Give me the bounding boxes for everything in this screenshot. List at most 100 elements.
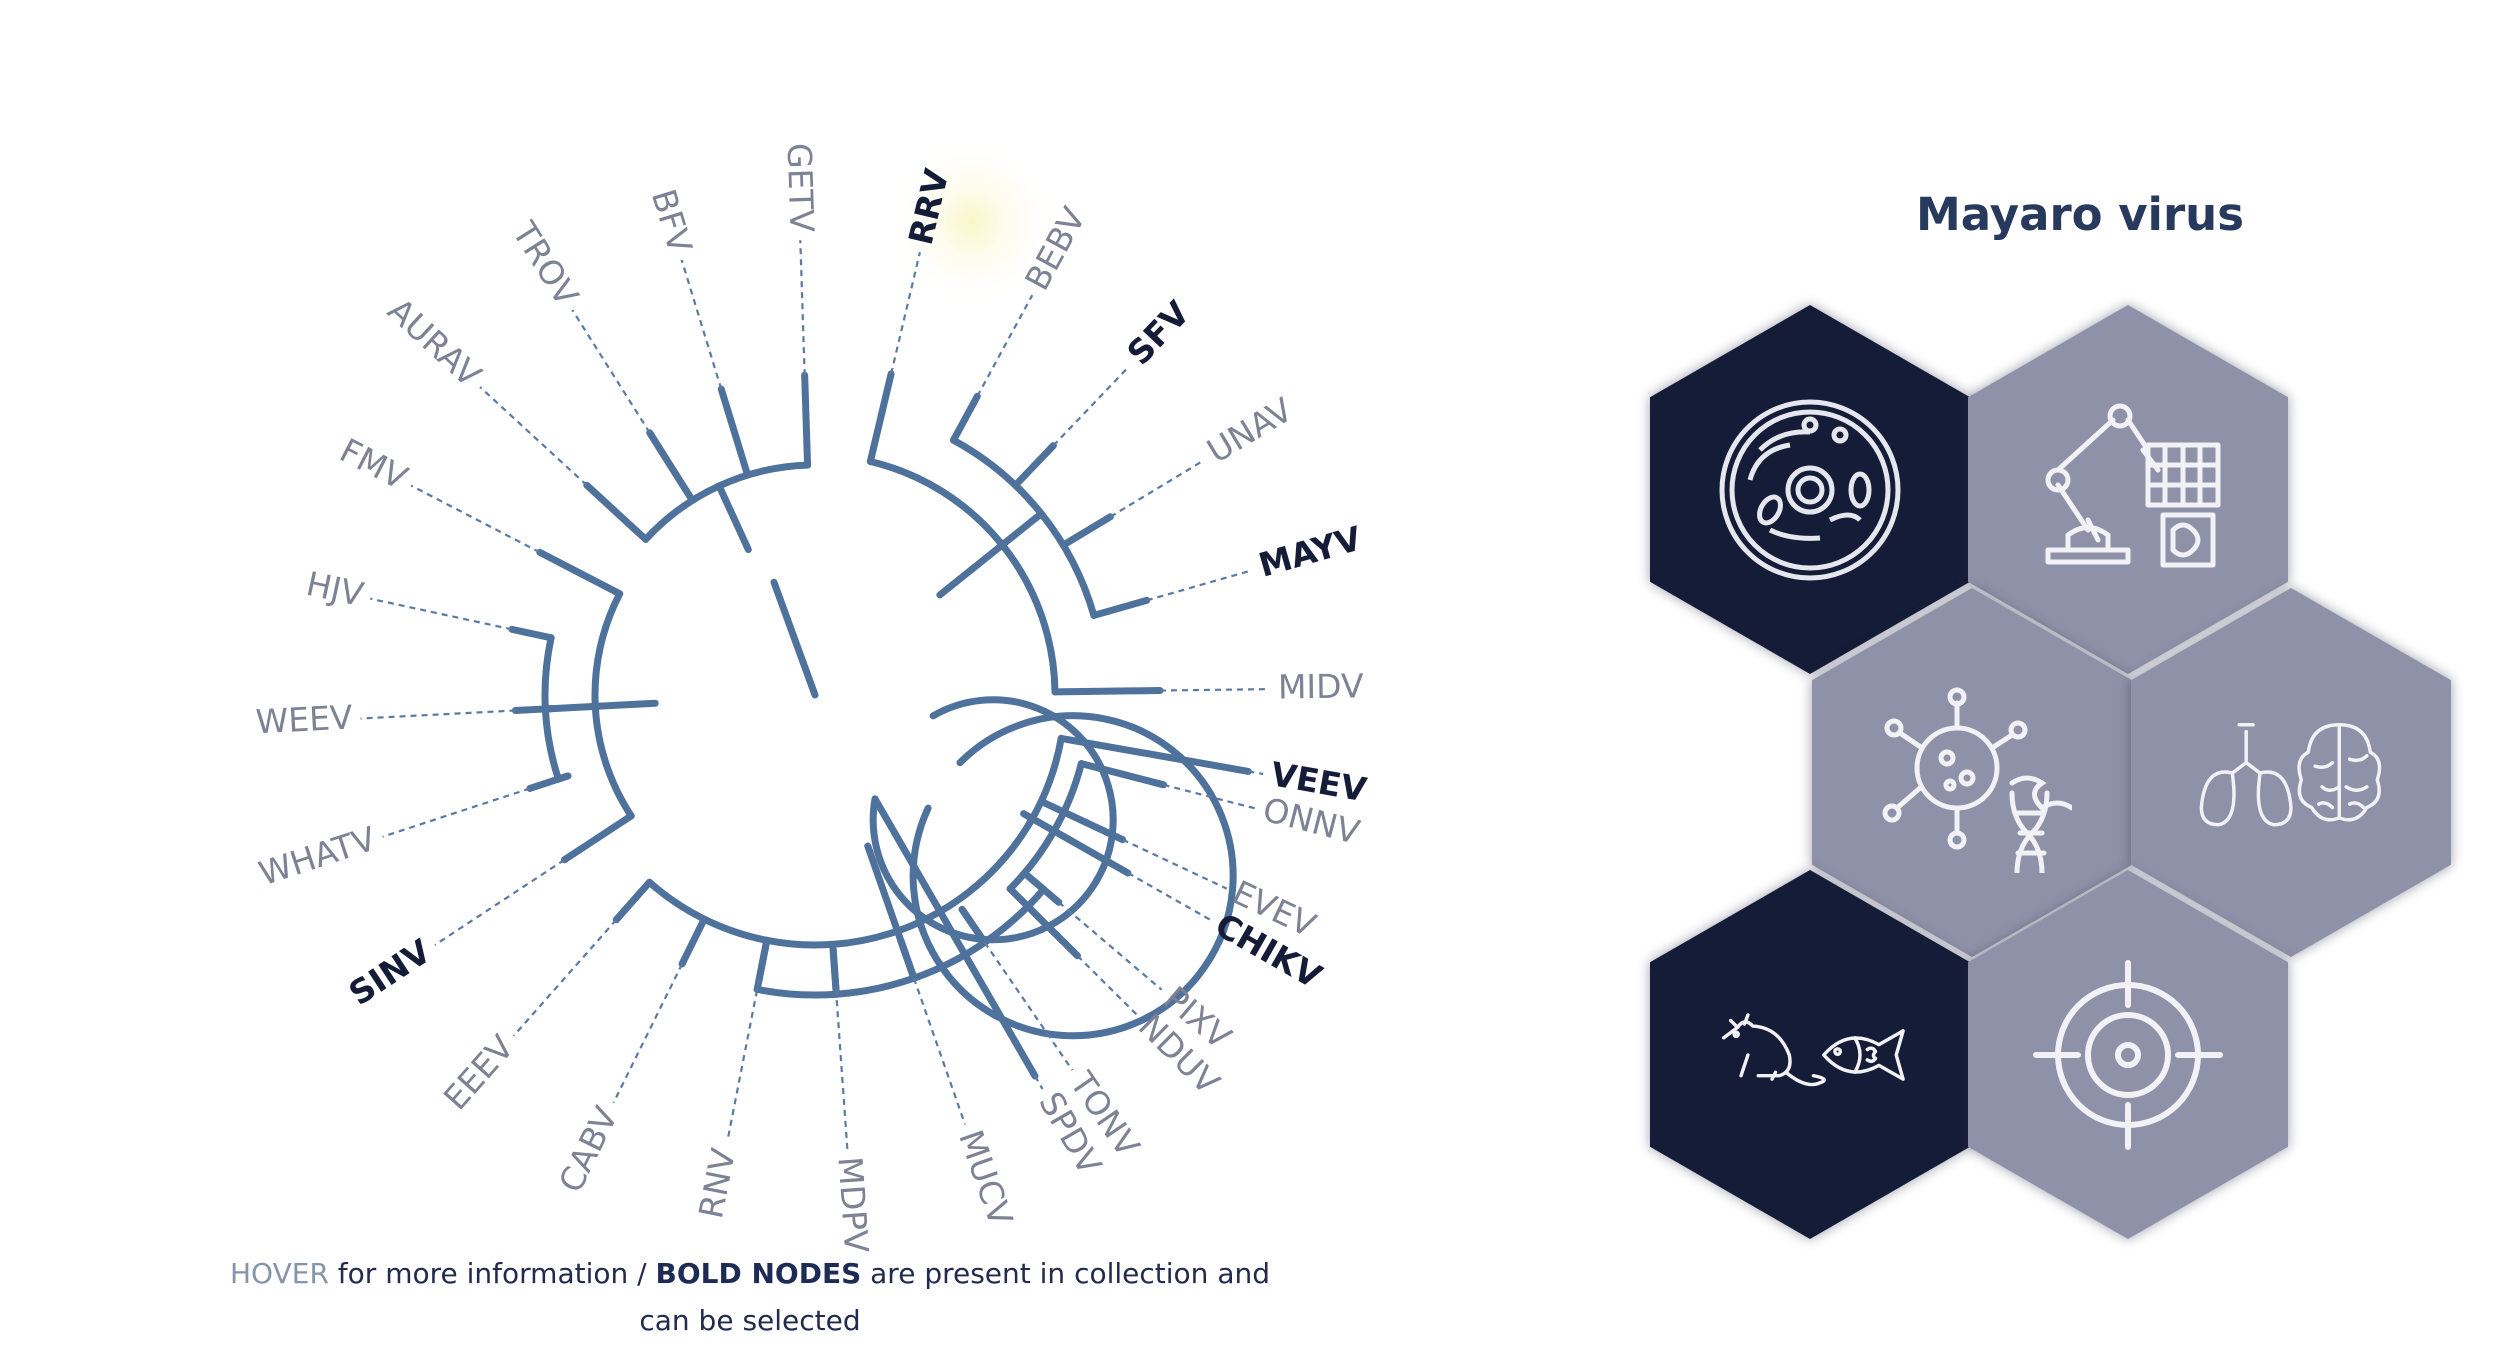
leader-sfv	[1052, 365, 1131, 447]
branch-leaf-unav	[1059, 533, 1080, 549]
branch-tip-nduv	[1045, 924, 1081, 960]
branch-cluster-veev-stem	[864, 842, 901, 935]
leader-mayv	[1146, 569, 1253, 602]
branch-cluster-chikv-stem	[1020, 810, 1058, 835]
branch-leaf-fmv	[571, 567, 624, 598]
branch-leaf-weev	[541, 704, 559, 713]
branch-leaf-mdpv	[829, 945, 840, 998]
branch-tip-bfv	[717, 385, 737, 431]
tree-node-hjv: HJV	[303, 564, 367, 614]
virus-title: Mayaro virus	[1915, 188, 2244, 241]
target-icon	[2033, 959, 2223, 1150]
tree-node-getv: GETV	[780, 142, 822, 233]
branch-tip-veev	[1205, 760, 1252, 775]
mayv-highlight-glow	[887, 137, 1057, 307]
branch-tip-rrv	[878, 370, 895, 417]
branch-tip-onnv	[1121, 771, 1168, 789]
leader-weev	[360, 709, 516, 720]
caption-bold-nodes: BOLD NODES	[655, 1257, 862, 1290]
branch-leaf-bfv	[729, 423, 752, 479]
tree-node-sfv[interactable]: SFV	[1119, 293, 1197, 372]
cell-tile[interactable]	[1650, 305, 1970, 674]
leader-pixv	[1058, 901, 1163, 991]
organs-tile[interactable]	[2131, 588, 2451, 957]
branch-leaf-tonv	[958, 905, 989, 946]
virus-dna-tile[interactable]	[1812, 588, 2132, 957]
leader-trov	[571, 309, 651, 434]
branch-tip-bebv	[954, 392, 981, 435]
branch-tip-evev	[1082, 819, 1127, 844]
lab-robot-tile[interactable]	[1968, 305, 2288, 674]
branch-root	[770, 578, 819, 699]
virus-dna-icon	[1882, 687, 2072, 873]
leader-bfv	[680, 259, 723, 390]
leader-unav	[1109, 458, 1206, 518]
caption-hover-word: HOVER	[230, 1257, 329, 1290]
leader-midv	[1159, 688, 1270, 692]
tree-branches	[508, 370, 1252, 1080]
tree-caption: HOVER for more information / BOLD NODES …	[230, 1250, 1270, 1344]
leader-rnv	[726, 979, 761, 1142]
rat-fish-icon	[1722, 1012, 1905, 1086]
leader-fmv	[410, 484, 541, 554]
branch-leaf-pixv	[1024, 872, 1048, 893]
branch-tip-hjv	[508, 625, 555, 642]
tree-labels: VEEVEVEVPIXVTONVMUCVMDPVRNVCABVEEEVSINVW…	[254, 142, 1370, 1254]
tree-node-mucv: MUCV	[951, 1125, 1020, 1231]
lungs-brain-icon	[2199, 722, 2382, 826]
branch-leaf-midv	[1051, 687, 1124, 696]
branch-tip-sfv	[1022, 442, 1057, 479]
branch-main-arc	[909, 712, 1237, 1040]
branch-tip-mayv	[1104, 596, 1151, 615]
branch-tip-cabv	[678, 924, 704, 968]
branch-cluster-sfv-stem	[936, 541, 1006, 599]
leader-getv	[799, 240, 806, 376]
tree-node-aurav: AURAV	[380, 290, 489, 394]
caption-text-2: are present in collection and can be sel…	[639, 1257, 1270, 1337]
branch-leaf-cabv	[696, 915, 708, 932]
branch-leaf-aurav	[612, 508, 650, 543]
leader-tonv	[983, 941, 1074, 1071]
branch-tip-trov	[646, 429, 675, 471]
leader-whatv	[382, 787, 531, 838]
branch-leaf-chikv	[1050, 827, 1097, 857]
branch-leaf-rrv	[866, 409, 886, 465]
branch-cluster-aurav-stem	[715, 482, 752, 554]
tree-node-unav: UNAV	[1200, 390, 1299, 471]
tree-leaders	[360, 240, 1270, 1149]
branch-tip-spdv	[1011, 1037, 1039, 1080]
target-tile[interactable]	[1968, 870, 2288, 1239]
leader-sinv	[434, 858, 565, 946]
branch-sub-bebv-stem	[998, 510, 1045, 549]
branch-leaf-spdv	[871, 795, 1019, 1045]
branch-tip-eeev	[612, 886, 647, 924]
leader-veev	[1248, 770, 1264, 776]
animal-models-tile[interactable]	[1650, 870, 1970, 1239]
tree-node-sinv[interactable]: SINV	[342, 931, 438, 1013]
tree-node-mayv[interactable]: MAYV	[1254, 518, 1366, 584]
leader-onnv	[1163, 783, 1256, 810]
branch-leaf-mayv	[1090, 607, 1112, 619]
leader-mucv	[912, 977, 967, 1125]
leader-aurav	[479, 386, 588, 487]
branch-tip-getv	[801, 371, 810, 419]
leader-rrv	[890, 252, 922, 375]
tree-node-bfv: BFV	[644, 185, 700, 258]
branch-leaf-sinv	[594, 812, 635, 842]
tree-node-eeev: EEEV	[436, 1027, 522, 1117]
leader-mdpv	[834, 989, 849, 1149]
leader-hjv	[370, 597, 513, 631]
cell-icon	[1719, 399, 1901, 580]
branch-cluster-veev	[645, 734, 1065, 949]
tree-node-whatv: WHATV	[254, 819, 381, 894]
branch-leaf-veev	[1057, 734, 1213, 768]
caption-text-1: for more information /	[328, 1257, 656, 1290]
branch-tip-aurav	[583, 481, 620, 516]
branch-leaf-nduv	[1006, 885, 1053, 932]
tree-node-mdpv: MDPV	[830, 1155, 876, 1254]
branch-leaf-evev	[1037, 797, 1090, 827]
branch-tip-chikv	[1089, 849, 1132, 877]
tree-node-trov: TROV	[504, 214, 586, 313]
branch-leaf-bebv	[949, 427, 962, 444]
branch-leaf-trov	[667, 463, 696, 504]
